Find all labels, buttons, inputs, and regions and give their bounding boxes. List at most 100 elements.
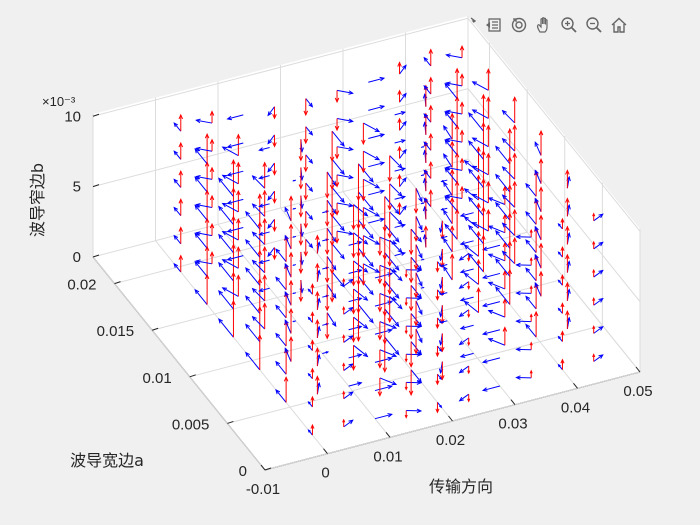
magnetic-arrow (194, 260, 208, 277)
electric-arrow (262, 161, 267, 189)
magnetic-arrow (292, 320, 297, 323)
magnetic-arrow (593, 213, 604, 222)
pan-hand-icon (537, 17, 548, 33)
electric-arrow (387, 183, 392, 211)
magnetic-arrow (326, 199, 337, 215)
z-gridline (467, 158, 641, 373)
electric-arrow (413, 272, 419, 299)
magnetic-arrow (275, 332, 287, 347)
electric-arrow (351, 232, 356, 259)
electric-arrow (467, 394, 471, 403)
electric-arrow (486, 152, 491, 175)
magnetic-arrow (444, 110, 458, 127)
electric-arrow (397, 173, 402, 187)
x-gridline (217, 224, 391, 438)
x-axis-label: 传输方向 (429, 477, 493, 496)
magnetic-arrow (173, 150, 182, 160)
pan-button[interactable] (533, 14, 555, 36)
electric-arrow (303, 126, 309, 145)
z-tick-label: 0 (73, 249, 81, 266)
electric-arrow (476, 258, 481, 285)
electric-arrow (413, 188, 419, 214)
z-tick-mark (92, 254, 100, 258)
magnetic-arrow (363, 207, 381, 217)
magnetic-arrow (481, 329, 501, 336)
electric-arrow (538, 129, 544, 156)
electric-arrow (592, 325, 596, 334)
electric-arrow (178, 141, 184, 160)
magnetic-arrow (353, 344, 369, 358)
electric-arrow (262, 245, 267, 273)
electric-arrow (529, 228, 533, 238)
magnetic-arrow (343, 419, 354, 428)
magnetic-arrow (374, 413, 393, 420)
magnetic-arrow (443, 209, 453, 225)
x-gridline (155, 240, 328, 454)
rotate-button[interactable] (508, 14, 530, 36)
magnetic-arrow (420, 258, 425, 261)
magnetic-arrow (459, 268, 474, 274)
electric-arrow (315, 375, 320, 395)
electric-arrow (361, 151, 366, 174)
magnetic-arrow (221, 287, 239, 297)
magnetic-arrow (358, 276, 374, 296)
magnetic-arrow (336, 202, 354, 208)
zoom-out-button[interactable] (583, 14, 605, 36)
magnetic-arrow (420, 202, 425, 205)
magnetic-arrow (415, 328, 423, 344)
electric-arrow (486, 124, 491, 147)
magnetic-arrow (468, 196, 484, 216)
magnetic-arrow (458, 365, 469, 374)
magnetic-arrow (515, 290, 532, 296)
electric-arrow (449, 168, 455, 196)
magnetic-arrow (410, 369, 422, 384)
electric-arrow (413, 216, 419, 243)
electric-arrow (397, 61, 402, 75)
magnetic-arrow (251, 287, 266, 302)
electric-arrow (538, 186, 544, 212)
electric-arrow (467, 366, 471, 375)
electric-arrow (324, 312, 330, 340)
magnetic-arrow (284, 262, 292, 278)
magnetic-arrow (471, 137, 489, 148)
magnetic-arrow (389, 267, 403, 282)
electric-arrow (329, 187, 335, 219)
magnetic-arrow (226, 227, 244, 233)
x-gridline (92, 256, 266, 471)
magnetic-arrow (343, 391, 354, 400)
home-button[interactable] (608, 14, 630, 36)
z-tick-mark (92, 113, 100, 117)
magnetic-arrow (468, 252, 484, 273)
electric-arrow (324, 256, 330, 284)
electric-arrow (272, 134, 277, 148)
brush-button[interactable] (483, 14, 505, 36)
electric-arrow (404, 269, 408, 279)
brush-icon (486, 18, 501, 32)
x-tick-label: 0.05 (623, 383, 652, 400)
y-tick-mark (227, 420, 234, 424)
magnetic-arrow (406, 352, 423, 357)
y-tick-label: 0.01 (143, 370, 172, 387)
magnetic-arrow (468, 112, 484, 132)
electric-arrow (272, 163, 277, 176)
magnetic-arrow (515, 262, 532, 268)
electric-arrow (377, 265, 383, 285)
electric-arrow (512, 124, 517, 152)
x-tick-mark (448, 415, 453, 422)
magnetic-arrow (343, 335, 354, 343)
magnetic-arrow (353, 260, 369, 273)
magnetic-arrow (358, 247, 374, 268)
electric-arrow (315, 290, 320, 310)
magnetic-arrow (336, 174, 354, 180)
magnetic-arrow (481, 385, 501, 392)
magnetic-arrow (218, 318, 234, 338)
zoom-in-button[interactable] (558, 14, 580, 36)
magnetic-arrow (258, 287, 270, 293)
magnetic-arrow (459, 212, 474, 218)
magnetic-arrow (384, 224, 400, 243)
electric-arrow (288, 307, 294, 334)
magnetic-arrow (515, 347, 532, 352)
y-tick-label: 0.015 (97, 323, 135, 340)
